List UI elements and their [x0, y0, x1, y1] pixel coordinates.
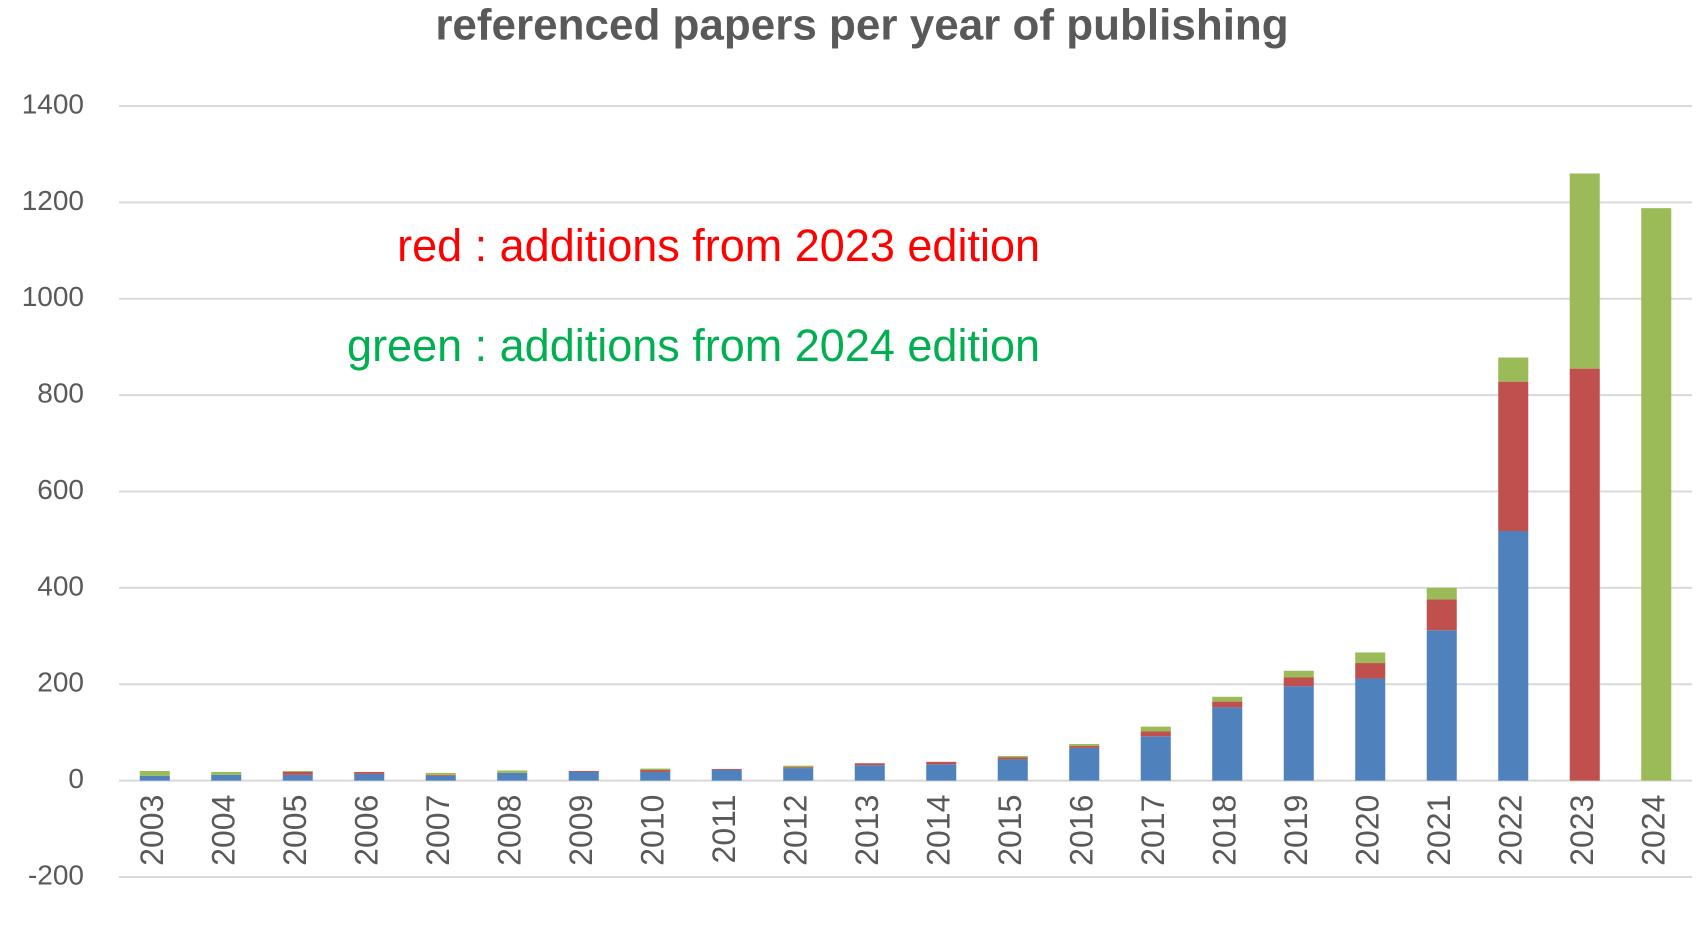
bar-segment: [139, 775, 170, 781]
x-tick-label: 2005: [277, 795, 313, 866]
x-tick-label: 2017: [1135, 795, 1171, 866]
bar-segment: [1355, 663, 1386, 679]
bar-segment: [711, 769, 742, 771]
bar-segment: [425, 772, 456, 775]
bar-segment: [282, 770, 313, 772]
x-tick-label: 2013: [849, 795, 885, 866]
bar-segment: [425, 774, 456, 776]
bar-segment: [354, 771, 385, 774]
bar-segment: [1569, 368, 1600, 781]
y-tick-label: -200: [28, 859, 84, 890]
x-tick-label: 2020: [1350, 795, 1386, 866]
bar-segment: [1426, 630, 1457, 781]
x-tick-label: 2009: [563, 795, 599, 866]
x-tick-label: 2007: [420, 795, 456, 866]
x-tick-label: 2019: [1278, 795, 1314, 866]
bar-segment: [1212, 696, 1243, 702]
bar-segment: [1140, 731, 1171, 737]
bar-segment: [640, 771, 671, 781]
bar-segment: [568, 771, 599, 781]
bar-segment: [1498, 357, 1529, 382]
bar-segment: [139, 770, 170, 776]
bar-segment: [282, 774, 313, 781]
bar-segment: [926, 761, 957, 765]
bar-segment: [1498, 531, 1529, 781]
bar-segment: [1069, 745, 1100, 748]
x-tick-label: 2006: [349, 795, 385, 866]
bar-segment: [1283, 670, 1314, 678]
x-tick-label: 2023: [1564, 795, 1600, 866]
x-tick-label: 2010: [635, 795, 671, 866]
x-tick-label: 2003: [134, 795, 170, 866]
bar-segment: [1283, 686, 1314, 781]
bar-segment: [1426, 599, 1457, 631]
bar-segment: [282, 771, 313, 775]
y-tick-label: 1400: [22, 88, 84, 119]
bar-segment: [497, 772, 528, 781]
annotation: green : additions from 2024 edition: [347, 320, 1040, 371]
bar-segment: [1355, 652, 1386, 664]
bar-segment: [354, 773, 385, 781]
chart-title: referenced papers per year of publishing: [435, 1, 1288, 50]
bar-segment: [997, 756, 1028, 758]
x-tick-label: 2021: [1421, 795, 1457, 866]
bar-segment: [783, 767, 814, 769]
bar-segment: [1569, 173, 1600, 369]
bar-segment: [568, 770, 599, 772]
bar-segment: [640, 768, 671, 771]
bar-segment: [997, 759, 1028, 781]
bar-segment: [1069, 747, 1100, 781]
x-tick-label: 2004: [206, 795, 242, 866]
bar-segment: [1140, 726, 1171, 732]
bar-segment: [640, 770, 671, 772]
x-tick-label: 2012: [778, 795, 814, 866]
bar-segment: [1069, 744, 1100, 746]
x-tick-label: 2011: [706, 795, 742, 864]
bar-segment: [783, 768, 814, 781]
bar-segment: [425, 775, 456, 781]
bar-segment: [711, 770, 742, 781]
bar-segment: [926, 764, 957, 781]
bar-segment: [854, 763, 885, 766]
y-tick-label: 1000: [22, 281, 84, 312]
y-tick-label: 400: [37, 570, 84, 601]
x-tick-label: 2014: [921, 795, 957, 866]
x-tick-label: 2024: [1636, 795, 1672, 866]
bar-segment: [783, 765, 814, 768]
bar-segment: [497, 770, 528, 773]
bar-segment: [1212, 701, 1243, 708]
bar-segment: [854, 765, 885, 781]
y-tick-label: 1200: [22, 185, 84, 216]
annotation: red : additions from 2023 edition: [397, 220, 1040, 271]
bar-segment: [1140, 736, 1171, 781]
y-tick-label: 200: [37, 667, 84, 698]
bar-segment: [1498, 381, 1529, 532]
bar-segment: [1283, 677, 1314, 687]
bar-segment: [1212, 707, 1243, 781]
bar-segment: [1426, 587, 1457, 600]
bar-segment: [1641, 208, 1672, 781]
bar-segment: [1355, 678, 1386, 781]
y-tick-label: 0: [68, 763, 84, 794]
x-tick-label: 2008: [492, 795, 528, 866]
bar-segment: [997, 757, 1028, 760]
y-tick-label: 800: [37, 378, 84, 409]
x-tick-label: 2022: [1493, 795, 1529, 866]
bar-segment: [211, 774, 242, 781]
bar-segment: [211, 771, 242, 775]
x-tick-label: 2015: [992, 795, 1028, 866]
x-tick-label: 2016: [1064, 795, 1100, 866]
y-tick-label: 600: [37, 474, 84, 505]
x-tick-label: 2018: [1207, 795, 1243, 866]
